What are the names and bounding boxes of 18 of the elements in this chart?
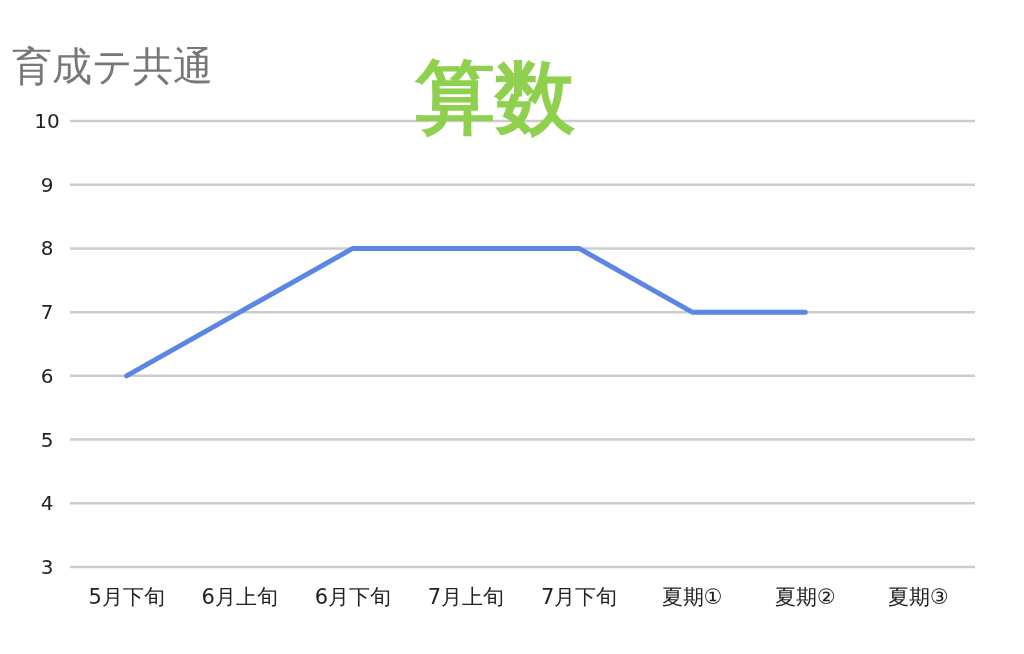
y-tick-label: 6 [40, 363, 54, 388]
x-tick-label: 5月下旬 [88, 585, 165, 609]
x-tick-label: 夏期③ [888, 585, 949, 609]
x-tick-label: 夏期② [774, 585, 836, 609]
y-tick-label: 7 [40, 300, 54, 325]
x-tick-label: 7月下旬 [540, 585, 618, 609]
chart-subtitle: 育成テ共通 [12, 43, 213, 89]
x-tick-label: 夏期① [661, 585, 723, 609]
y-tick-label: 9 [40, 172, 54, 197]
y-tick-label: 4 [40, 491, 54, 516]
x-tick-label: 6月上旬 [201, 585, 278, 609]
y-tick-label: 10 [34, 109, 60, 133]
y-tick-label: 5 [40, 427, 54, 452]
y-tick-label: 3 [40, 555, 54, 579]
x-tick-label: 7月上旬 [427, 585, 505, 609]
x-tick-label: 6月下旬 [314, 585, 391, 609]
chart-title: 算数 [414, 51, 576, 144]
y-tick-label: 8 [40, 236, 54, 261]
